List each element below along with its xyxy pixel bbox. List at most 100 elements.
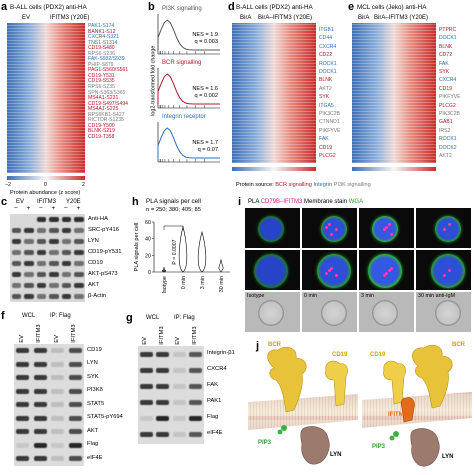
- blot-band: [11, 250, 21, 255]
- blot-band: [11, 294, 21, 299]
- blot-band: [51, 388, 65, 394]
- band-label: AKT: [88, 281, 100, 288]
- violin-plot: 0 20 40 60 PLA signals per cell Isotype 0 min 3…: [134, 220, 230, 293]
- treatment-sign: −: [64, 205, 68, 212]
- blot-band: [68, 442, 82, 448]
- gene-list: ITGB1 CD44 CXCR4 CD22 ROCK1 DOCK1 BLNK AKT2 SYK I…: [319, 26, 341, 161]
- scale-min: −2: [5, 182, 11, 188]
- nes-value: NES = 1.6: [192, 86, 218, 92]
- band-label: SRC-pY416: [88, 226, 119, 233]
- band-labels: Integrin-β1 CXCR4 FAK PAK1 Flag eIF4E: [206, 346, 246, 444]
- label-lyn-right: LYN: [442, 454, 454, 460]
- label-cd19-right: CD19: [370, 352, 386, 358]
- nes-value: NES = 1.7: [192, 140, 218, 146]
- fluorescence-micrograph: [301, 207, 358, 249]
- gene-label: FAK-S932/S939: [88, 56, 125, 63]
- pla-signal-dot: [324, 272, 328, 275]
- panel-letter: j: [256, 340, 260, 352]
- column-label-bira: BirA: [358, 15, 370, 21]
- band-label: PI3Kδ: [87, 387, 103, 394]
- blot-band: [74, 250, 84, 255]
- gene-label: CD72: [439, 52, 453, 59]
- blot-band: [24, 250, 34, 255]
- label-pip3-left: PIP3: [258, 440, 272, 446]
- gene-list: PAK1-S174 BANK1-S12 CXCR4-S321 TNS1-S1314 CD…: [88, 23, 128, 140]
- q-value: q = 0.07: [198, 147, 218, 153]
- gene-label: BLNK-S219: [88, 128, 115, 135]
- blot-band: [36, 217, 46, 222]
- band-label: FAK: [207, 382, 218, 388]
- blot-band: [16, 456, 30, 462]
- gene-label: CD19: [439, 85, 453, 92]
- gene-label: CXCR4: [319, 43, 337, 50]
- gene-label: RICTOR-S1235: [88, 117, 124, 124]
- panel-i: i PLA CD79B–IFITM3 Membrane stain WGA Is…: [238, 196, 474, 336]
- gene-label: PIKFYVE: [439, 94, 461, 101]
- blot-band: [16, 388, 30, 394]
- pla-signal-dot: [382, 228, 386, 231]
- gene-label: FAK: [319, 136, 329, 143]
- lane-label: EV: [18, 335, 25, 343]
- panel-letter: c: [1, 196, 8, 208]
- label-bcr-right: BCR: [452, 342, 465, 348]
- gene-label: CXCR4-S321: [88, 34, 119, 41]
- blot-band: [33, 402, 47, 408]
- gene-label: CD19-Y500: [88, 122, 115, 129]
- blot-band: [156, 415, 169, 421]
- gene-label: DOCK2: [439, 144, 457, 151]
- pla-signal-dot: [334, 228, 338, 231]
- blot-band: [156, 399, 169, 405]
- pla-signal-dot: [442, 274, 446, 277]
- gene-label: PIK3C2B: [439, 111, 460, 118]
- pla-signal-dot: [442, 228, 446, 231]
- panel-b: b log2-transformed fold change PI3K sign…: [136, 0, 226, 170]
- gene-label: BLNK: [439, 43, 453, 50]
- blot-band: [61, 228, 71, 233]
- cell: [316, 254, 351, 288]
- blot-band: [189, 399, 202, 405]
- panel-title: B-ALL cells (PDX2) anti-HA: [236, 4, 313, 11]
- blot-band: [16, 375, 30, 381]
- fluorescence-micrograph: [358, 207, 415, 249]
- blot-band: [49, 239, 59, 244]
- blot-band: [49, 217, 59, 222]
- pla-signal-dot: [447, 223, 451, 226]
- pla-signal-dot: [387, 223, 391, 226]
- band-label: STAT5-pY694: [87, 414, 123, 421]
- band-label: Anti-HA: [88, 215, 108, 222]
- gene-label: ITGB1: [319, 27, 334, 33]
- band-label: CXCR4: [207, 366, 227, 372]
- lane-label: IFITM3: [36, 324, 43, 343]
- condition-label: Isotype: [247, 293, 265, 299]
- gene-label: PAK1-S174: [88, 23, 115, 29]
- model-left: [248, 346, 358, 465]
- panel-d: d B-ALL cells (PDX2) anti-HA BirA BirA–I…: [228, 0, 348, 180]
- fluorescence-micrograph: [358, 249, 415, 291]
- western-blot: [14, 344, 84, 466]
- legend-bcr: BCR signalling: [275, 182, 312, 188]
- band-label: LYN: [88, 237, 99, 244]
- blot-band: [49, 294, 59, 299]
- blot-band: [74, 272, 84, 277]
- blot-band: [61, 261, 71, 266]
- blot-band: [156, 431, 169, 437]
- panel-letter: a: [1, 1, 8, 13]
- band-label: SYK: [87, 373, 99, 380]
- gene-label: PLCG2: [439, 102, 456, 109]
- gene-label: CTNND1: [319, 119, 340, 126]
- gene-label: RPS6-S236: [88, 50, 115, 57]
- fluorescence-micrograph: [301, 249, 358, 291]
- cell: [253, 254, 288, 288]
- blot-band: [33, 415, 47, 421]
- chart-title: PLA signals per cell: [146, 198, 201, 205]
- band-label: PAK1: [207, 398, 222, 404]
- panel-letter: g: [126, 312, 133, 324]
- panel-f: f WCL IP: Flag EV IFITM3 EV IFITM3 CD19 LYN S…: [0, 310, 126, 470]
- scale-mid: 0: [44, 182, 47, 188]
- panel-j: j: [246, 340, 474, 475]
- blot-band: [16, 415, 30, 421]
- gene-label: PHIP-S879: [88, 61, 114, 68]
- brightfield-micrograph: 30 min anti-IgM: [415, 291, 472, 333]
- blot-band: [189, 367, 202, 373]
- blot-band: [11, 272, 21, 277]
